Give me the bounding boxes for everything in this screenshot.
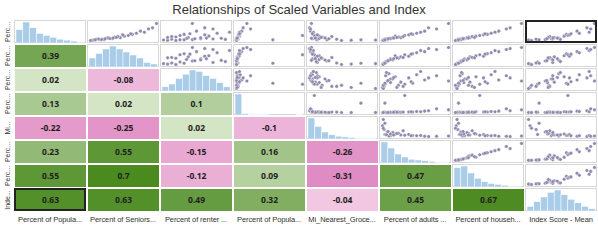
- html-text:Percent of Seniors...: Percent of Seniors...: [90, 215, 156, 224]
- svg-text:0.1: 0.1: [190, 98, 202, 109]
- svg-text:0.7: 0.7: [117, 170, 129, 181]
- svg-text:-0.15: -0.15: [187, 146, 207, 157]
- html-text:Percent of adults ...: Percent of adults ...: [383, 215, 447, 224]
- svg-text:-0.08: -0.08: [114, 74, 134, 85]
- html-text:Relationships of Scaled Variab: Relationships of Scaled Variables and In…: [172, 2, 426, 17]
- html-text:Perc...: Perc...: [3, 93, 10, 114]
- svg-text:-0.26: -0.26: [333, 146, 353, 157]
- svg-text:0.23: 0.23: [42, 146, 59, 157]
- svg-text:0.39: 0.39: [42, 50, 59, 61]
- html-text:Perc...: Perc...: [3, 165, 10, 186]
- svg-text:-0.25: -0.25: [114, 122, 134, 133]
- svg-text:0.45: 0.45: [407, 194, 424, 205]
- html-text:Mi...: Mi...: [3, 120, 10, 135]
- html-text:Perc...: Perc...: [3, 141, 10, 162]
- svg-text:-0.31: -0.31: [333, 170, 353, 181]
- html-text:Percent of Popula...: Percent of Popula...: [237, 215, 301, 224]
- svg-text:0.55: 0.55: [42, 170, 59, 181]
- svg-text:-0.04: -0.04: [333, 194, 353, 205]
- svg-text:0.49: 0.49: [188, 194, 205, 205]
- html-text:Mi_Nearest_Groce...: Mi_Nearest_Groce...: [308, 215, 376, 224]
- svg-text:0.02: 0.02: [42, 74, 59, 85]
- svg-text:-0.22: -0.22: [41, 122, 61, 133]
- svg-text:0.47: 0.47: [407, 170, 424, 181]
- svg-text:0.09: 0.09: [261, 170, 278, 181]
- html-text:Percent of renter ...: Percent of renter ...: [164, 215, 227, 224]
- html-text:Percent of Popula...: Percent of Popula...: [18, 215, 82, 224]
- svg-text:0.63: 0.63: [115, 194, 132, 205]
- html-text:Index Score - Mean: Index Score - Mean: [529, 215, 593, 224]
- svg-text:0.63: 0.63: [42, 194, 59, 205]
- svg-text:-0.12: -0.12: [187, 170, 207, 181]
- svg-text:0.55: 0.55: [115, 146, 132, 157]
- svg-text:0.02: 0.02: [115, 98, 132, 109]
- svg-text:0.02: 0.02: [188, 122, 205, 133]
- svg-text:0.16: 0.16: [261, 146, 278, 157]
- svg-text:0.32: 0.32: [261, 194, 278, 205]
- svg-text:-0.1: -0.1: [262, 122, 277, 133]
- html-text:Inde...: Inde...: [3, 189, 10, 210]
- html-text:Perc...: Perc...: [3, 45, 10, 66]
- svg-text:0.67: 0.67: [480, 194, 497, 205]
- svg-text:0.13: 0.13: [42, 98, 59, 109]
- html-text:Perc...: Perc...: [3, 21, 10, 42]
- html-text:Perc...: Perc...: [3, 69, 10, 90]
- html-text:Percent of househ...: Percent of househ...: [455, 215, 521, 224]
